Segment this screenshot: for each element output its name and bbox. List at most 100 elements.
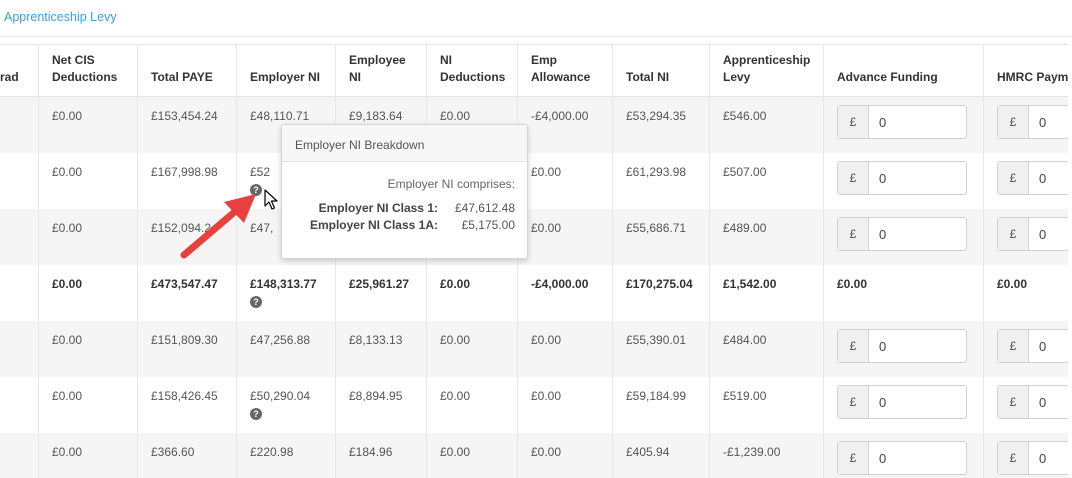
cell-total-ni: £170,275.04	[626, 277, 693, 291]
table-cell	[0, 433, 38, 478]
advance-funding-input[interactable]: £	[837, 441, 967, 475]
table-cell: £55,686.71	[612, 209, 709, 265]
table-cell: -£4,000.00	[517, 97, 612, 153]
hmrc-payment-input[interactable]: £	[997, 441, 1068, 475]
table-cell: £	[823, 97, 983, 153]
advance-funding-value[interactable]	[869, 330, 966, 362]
advance-funding-input[interactable]: £	[837, 385, 967, 419]
table-cell: £0.00	[426, 377, 517, 433]
table-cell: £	[983, 433, 1068, 478]
column-header[interactable]: Emp Allowance	[517, 44, 612, 97]
info-icon[interactable]: ?	[250, 184, 262, 196]
table-cell	[0, 265, 38, 321]
table-cell: £8,133.13	[335, 321, 426, 377]
table-cell: £473,547.47	[137, 265, 236, 321]
cell-total-paye: £167,998.98	[151, 165, 218, 179]
column-header[interactable]: NI Deductions	[426, 44, 517, 97]
table-cell: £25,961.27	[335, 265, 426, 321]
advance-funding-input[interactable]: £	[837, 161, 967, 195]
cell-emp-allowance: £0.00	[531, 165, 562, 179]
table-cell: £158,426.45	[137, 377, 236, 433]
advance-funding-value[interactable]	[869, 218, 966, 250]
currency-symbol: £	[998, 106, 1029, 138]
table-cell: £	[983, 377, 1068, 433]
hmrc-payment-value[interactable]	[1029, 162, 1068, 194]
table-cell: £52?	[236, 153, 335, 209]
info-icon[interactable]: ?	[250, 296, 262, 308]
table-cell: £0.00	[517, 209, 612, 265]
cell-levy: £519.00	[723, 389, 767, 403]
cell-employee-ni: £8,894.95	[349, 389, 403, 403]
cell-net-cis: £0.00	[52, 445, 83, 459]
column-header[interactable]: Apprenticeship Levy	[709, 44, 823, 97]
cell-ni-deductions: £0.00	[440, 445, 471, 459]
table-cell: £1,542.00	[709, 265, 823, 321]
hmrc-payment-input[interactable]: £	[997, 161, 1068, 195]
advance-funding-input[interactable]: £	[837, 105, 967, 139]
column-header[interactable]: HMRC Payme	[983, 44, 1068, 97]
hmrc-payment-value[interactable]	[1029, 106, 1068, 138]
table-cell: £0.00	[517, 321, 612, 377]
cell-advance-total: £0.00	[837, 277, 868, 291]
cell-levy: £484.00	[723, 333, 767, 347]
cell-emp-allowance: £0.00	[531, 333, 562, 347]
column-header[interactable]: rad	[0, 44, 38, 97]
table-cell: £50,290.04?	[236, 377, 335, 433]
breadcrumb-link-apprenticeship-levy[interactable]: Apprenticeship Levy	[4, 10, 117, 24]
hmrc-payment-value[interactable]	[1029, 218, 1068, 250]
currency-symbol: £	[838, 218, 869, 250]
employer-ni-class1a-value: £5,175.00	[461, 218, 515, 232]
cell-net-cis: £0.00	[52, 333, 83, 347]
advance-funding-value[interactable]	[869, 162, 966, 194]
table-cell: £152,094.2	[137, 209, 236, 265]
hmrc-payment-input[interactable]: £	[997, 385, 1068, 419]
cell-total-ni: £55,686.71	[626, 221, 687, 235]
cell-employer-ni: £47,256.88	[250, 333, 311, 347]
table-cell: £	[823, 153, 983, 209]
table-cell: £	[823, 433, 983, 478]
hmrc-payment-value[interactable]	[1029, 442, 1068, 474]
column-header[interactable]: Employee NI	[335, 44, 426, 97]
cell-emp-allowance: £0.00	[531, 445, 562, 459]
currency-symbol: £	[838, 386, 869, 418]
table-cell: £184.96	[335, 433, 426, 478]
table-cell: £	[983, 97, 1068, 153]
cell-employer-ni: £47,	[250, 221, 274, 235]
cell-net-cis: £0.00	[52, 389, 83, 403]
currency-symbol: £	[998, 442, 1029, 474]
table-cell: £55,390.01	[612, 321, 709, 377]
cell-ni-deductions: £0.00	[440, 333, 471, 347]
cell-levy: £489.00	[723, 221, 767, 235]
column-header[interactable]: Employer NI	[236, 44, 335, 97]
hmrc-payment-input[interactable]: £	[997, 105, 1068, 139]
info-icon[interactable]: ?	[250, 408, 262, 420]
currency-symbol: £	[998, 386, 1029, 418]
table-cell: £0.00	[426, 433, 517, 478]
advance-funding-input[interactable]: £	[837, 217, 967, 251]
employer-ni-class1a-label: Employer NI Class 1A:	[309, 218, 438, 232]
cell-ni-deductions: £0.00	[440, 109, 471, 123]
table-cell: £61,293.98	[612, 153, 709, 209]
table-cell: £151,809.30	[137, 321, 236, 377]
advance-funding-value[interactable]	[869, 106, 966, 138]
hmrc-payment-input[interactable]: £	[997, 217, 1068, 251]
tooltip-title: Employer NI Breakdown	[282, 125, 527, 162]
hmrc-payment-value[interactable]	[1029, 386, 1068, 418]
cell-employer-ni: £48,110.71	[250, 109, 310, 123]
hmrc-payment-value[interactable]	[1029, 330, 1068, 362]
column-header[interactable]: Total NI	[612, 44, 709, 97]
advance-funding-value[interactable]	[869, 442, 966, 474]
table-cell: £507.00	[709, 153, 823, 209]
advance-funding-value[interactable]	[869, 386, 966, 418]
cell-employer-ni: £50,290.04	[250, 389, 311, 403]
column-header[interactable]: Net CIS Deductions	[38, 44, 137, 97]
column-header[interactable]: Total PAYE	[137, 44, 236, 97]
advance-funding-input[interactable]: £	[837, 329, 967, 363]
column-header[interactable]: Advance Funding	[823, 44, 983, 97]
table-cell: £489.00	[709, 209, 823, 265]
table-cell: £366.60	[137, 433, 236, 478]
hmrc-payment-input[interactable]: £	[997, 329, 1068, 363]
cell-employee-ni: £184.96	[349, 445, 393, 459]
table-cell	[0, 377, 38, 433]
cell-emp-allowance: -£4,000.00	[531, 277, 589, 291]
